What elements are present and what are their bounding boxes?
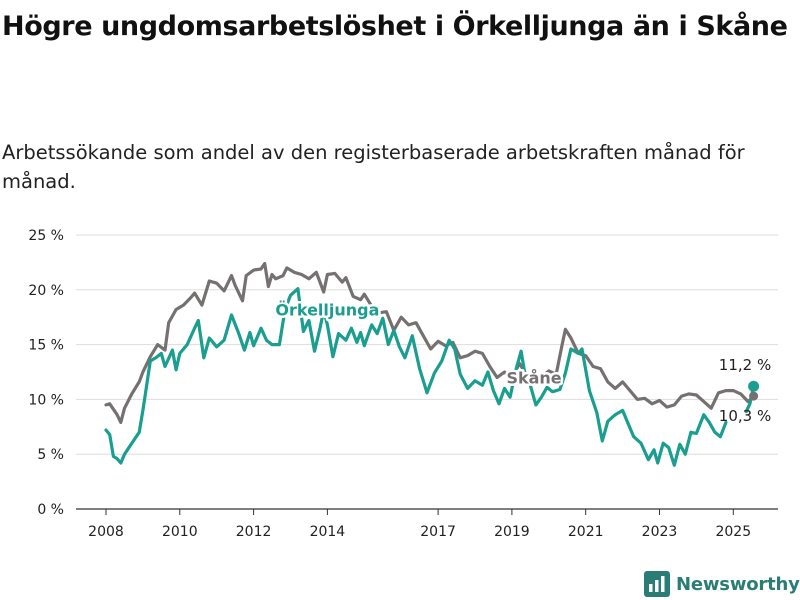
skane-line	[104, 261, 756, 424]
orkelljunga-endpoint	[748, 380, 760, 392]
y-tick-label: 5 %	[37, 447, 64, 463]
y-tick-label: 10 %	[28, 392, 64, 408]
page-subtitle: Arbetssökande som andel av den registerb…	[2, 141, 745, 193]
x-tick-label: 2010	[162, 524, 198, 540]
x-tick-label: 2008	[88, 524, 124, 540]
orkelljunga-line	[104, 287, 728, 467]
x-axis-ticks: 2008 2010 2012 2014 2017 2019 2021 2023 2025	[88, 509, 751, 540]
x-tick-label: 2021	[568, 524, 604, 540]
x-tick-label: 2014	[310, 524, 346, 540]
series-labels: Skåne Örkelljunga 11,2 % 10,3 %	[273, 298, 771, 425]
x-tick-label: 2012	[236, 524, 272, 540]
skane-series-label: Skåne	[506, 368, 561, 387]
page-title: Högre ungdomsarbetslöshet i Örkelljunga …	[2, 11, 788, 42]
y-tick-label: 0 %	[37, 502, 64, 518]
y-tick-label: 15 %	[28, 338, 64, 354]
x-tick-label: 2025	[715, 524, 751, 540]
y-tick-label: 20 %	[28, 283, 64, 299]
y-axis-ticks: 0 % 5 % 10 % 15 % 20 % 25 %	[28, 228, 64, 518]
x-tick-label: 2023	[642, 524, 678, 540]
skane-endpoint	[749, 391, 759, 401]
y-tick-label: 25 %	[28, 228, 64, 244]
series-lines	[104, 261, 756, 467]
x-tick-label: 2019	[494, 524, 530, 540]
orkelljunga-last-value-label: 11,2 %	[719, 356, 771, 374]
chart-grid	[76, 234, 778, 510]
newsworthy-logo: Newsworthy	[644, 569, 800, 599]
brand-name: Newsworthy	[676, 573, 800, 595]
orkelljunga-series-label: Örkelljunga	[275, 301, 379, 320]
bar-chart-logo-icon	[644, 571, 670, 597]
skane-last-value-label: 10,3 %	[719, 407, 771, 425]
x-tick-label: 2017	[420, 524, 456, 540]
